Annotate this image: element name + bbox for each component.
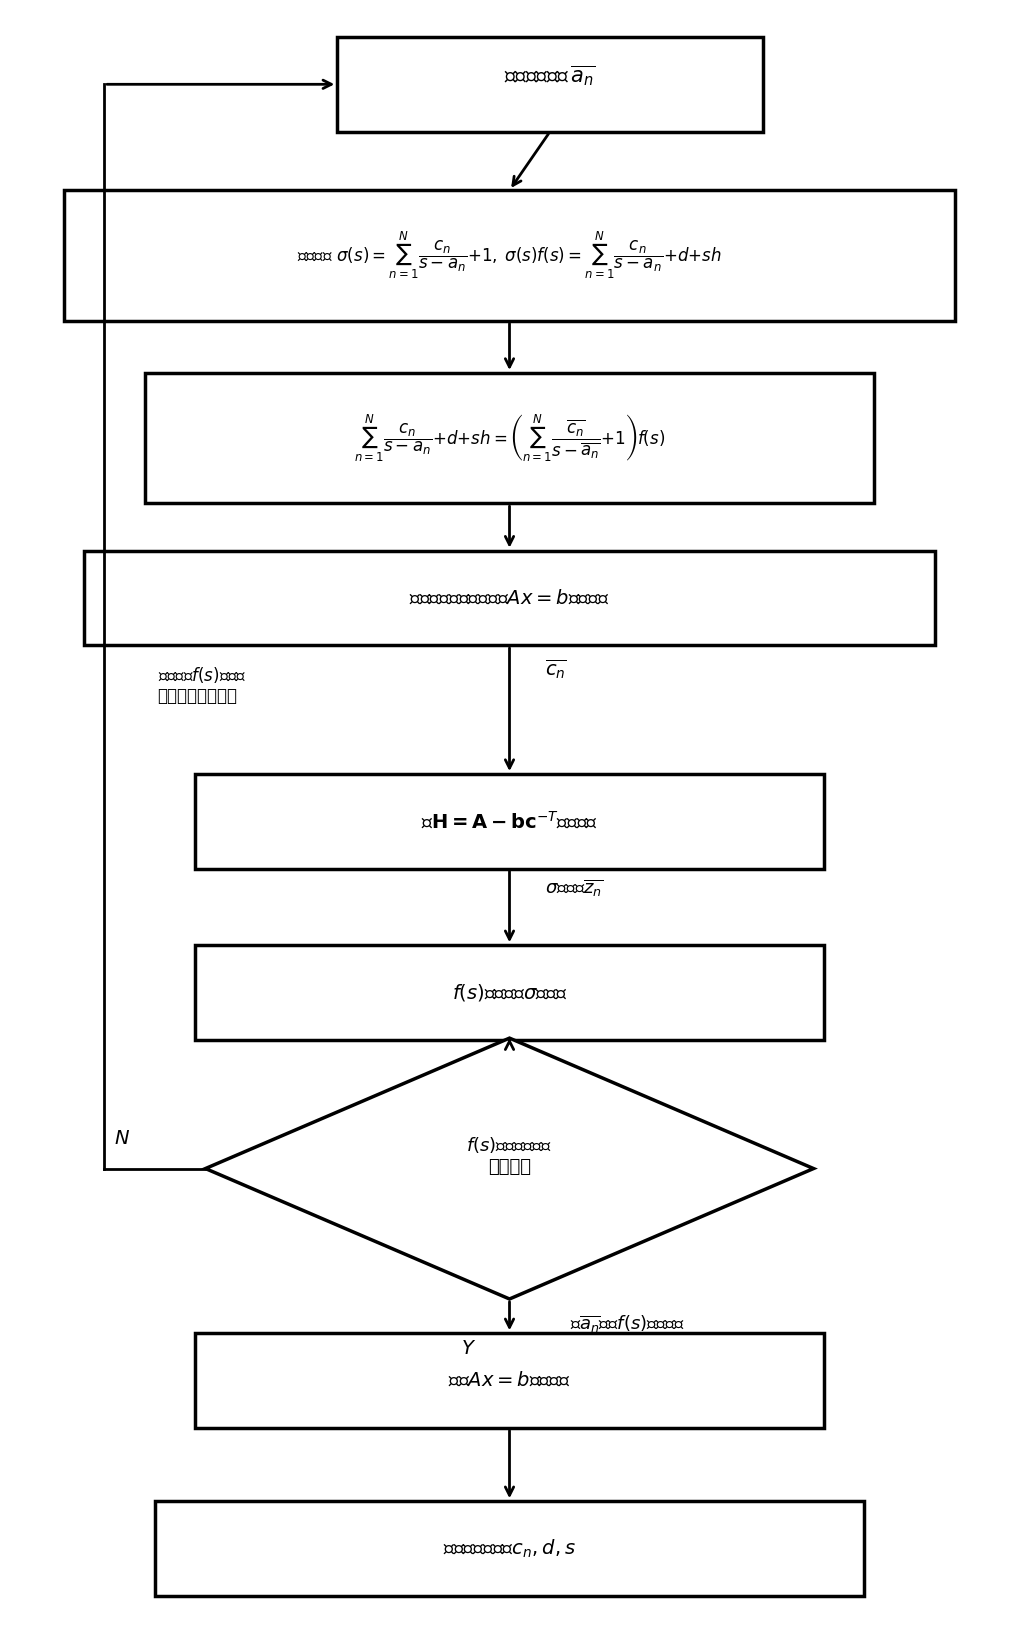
Text: 设定采样极点$\,\overline{a_n}$: 设定采样极点$\,\overline{a_n}$ (504, 64, 595, 88)
Text: 把$\overline{a_n}$代入$f(s)$的表达式: 把$\overline{a_n}$代入$f(s)$的表达式 (571, 1314, 686, 1333)
Text: 设定函数 $\sigma(s){=}\sum_{n=1}^{N}\dfrac{c_n}{s-a_n}{+}1,\;$$\sigma(s)f(s){=}\sum_: 设定函数 $\sigma(s){=}\sum_{n=1}^{N}\dfrac{c… (298, 229, 721, 281)
Polygon shape (206, 1039, 813, 1299)
FancyBboxPatch shape (63, 190, 956, 321)
Text: $N$: $N$ (114, 1130, 130, 1148)
Text: 取若干个采样频点，得$Ax=b$的方程组: 取若干个采样频点，得$Ax=b$的方程组 (410, 589, 609, 607)
FancyBboxPatch shape (337, 38, 763, 131)
FancyBboxPatch shape (196, 946, 823, 1040)
Text: $f(s)$的极点为$\sigma$的零点: $f(s)$的极点为$\sigma$的零点 (451, 982, 568, 1003)
FancyBboxPatch shape (196, 774, 823, 869)
Text: $\sum_{n=1}^{N}\dfrac{c_n}{s-a_n}{+}d{+}sh{=}\left(\sum_{n=1}^{N}\dfrac{\overlin: $\sum_{n=1}^{N}\dfrac{c_n}{s-a_n}{+}d{+}… (354, 412, 665, 465)
FancyBboxPatch shape (84, 551, 935, 645)
Text: 新的$Ax=b$超定方程: 新的$Ax=b$超定方程 (448, 1371, 571, 1391)
Text: 解出所有未知数$c_n, d, s$: 解出所有未知数$c_n, d, s$ (443, 1538, 576, 1559)
Text: 解$\mathbf{H=A-bc}^{-T}$的本征值: 解$\mathbf{H=A-bc}^{-T}$的本征值 (421, 810, 598, 833)
Text: $\sigma$的零点$\overline{z_n}$: $\sigma$的零点$\overline{z_n}$ (545, 877, 603, 898)
FancyBboxPatch shape (196, 1333, 823, 1428)
FancyBboxPatch shape (145, 373, 874, 504)
Text: $Y$: $Y$ (462, 1340, 477, 1358)
Text: $f(s)$的极点是否达
到精度？: $f(s)$的极点是否达 到精度？ (467, 1135, 552, 1176)
Text: $\overline{c_n}$: $\overline{c_n}$ (545, 658, 567, 681)
Text: 把求出的$f(s)$的极点
作为新的采样极点: 把求出的$f(s)$的极点 作为新的采样极点 (158, 666, 246, 705)
FancyBboxPatch shape (155, 1502, 864, 1595)
